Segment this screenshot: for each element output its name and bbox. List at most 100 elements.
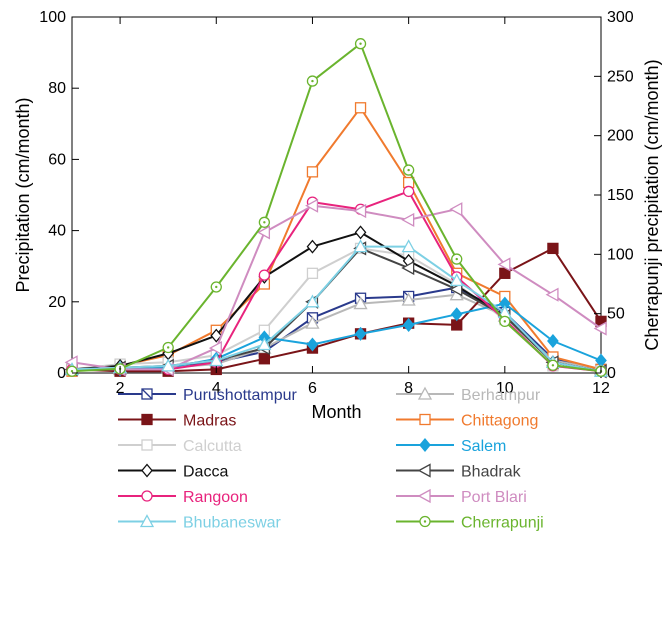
y-tick-label: 60 <box>48 151 66 168</box>
data-point-bhubaneswar <box>257 337 272 351</box>
legend-item-cherrapunji: Cherrapunji <box>396 515 544 532</box>
data-point-madras <box>451 319 463 331</box>
y-right-tick-label: 150 <box>607 187 634 204</box>
data-point-berhampur <box>401 292 416 306</box>
data-point-dacca <box>354 225 367 240</box>
data-point-port-blari <box>208 340 222 356</box>
legend-marker <box>417 488 431 504</box>
legend-item-rangoon: Rangoon <box>118 489 248 506</box>
legend-item-dacca: Dacca <box>118 463 228 481</box>
legend-label: Cherrapunji <box>461 515 544 532</box>
y-tick-label: 0 <box>57 365 66 382</box>
y-tick-label: 40 <box>48 223 66 240</box>
legend-item-salem: Salem <box>396 437 506 455</box>
plot-frame <box>71 16 602 374</box>
data-point-salem <box>547 333 559 348</box>
legend-marker <box>419 515 431 528</box>
data-point-port-blari <box>401 212 415 228</box>
legend-item-bhadrak: Bhadrak <box>396 463 522 481</box>
y-axis-label: Precipitation (cm/month) <box>13 97 33 292</box>
data-point-bhubaneswar <box>209 353 224 367</box>
data-point-cherrapunji <box>162 341 174 354</box>
legend-label: Dacca <box>183 464 228 481</box>
data-point-bhubaneswar <box>161 358 176 372</box>
data-point-calcutta <box>306 267 319 279</box>
data-point-salem <box>450 307 463 322</box>
series-line-chittagong <box>71 106 602 373</box>
data-point-rangoon <box>258 269 271 281</box>
legend-marker <box>141 490 153 502</box>
data-point-dacca <box>306 239 319 254</box>
data-point-port-blari <box>305 198 319 213</box>
data-point-cherrapunji <box>258 216 271 228</box>
series-line-cherrapunji <box>71 42 602 373</box>
data-point-cherrapunji <box>451 253 463 265</box>
data-point-madras <box>547 242 559 255</box>
legend: Purushottampur Berhampur Madras Chittagong C… <box>118 386 544 532</box>
series-line-bhubaneswar <box>71 245 602 373</box>
data-point-bhadrak <box>449 282 463 297</box>
data-point-bhadrak <box>401 260 415 276</box>
data-point-cherrapunji <box>306 75 319 87</box>
x-tick-label: 12 <box>592 380 610 397</box>
legend-marker <box>419 413 431 426</box>
legend-item-purushottampur: Purushottampur <box>118 387 298 404</box>
y-right-tick-label: 100 <box>607 246 634 263</box>
legend-label: Calcutta <box>183 438 242 455</box>
x-tick-label: 6 <box>308 380 317 397</box>
data-point-chittagong <box>306 166 319 178</box>
data-point-port-blari <box>545 287 559 302</box>
y-right-tick-label: 300 <box>607 9 634 26</box>
data-point-berhampur <box>353 296 368 310</box>
y-right-tick-label: 200 <box>607 128 634 145</box>
data-point-rangoon <box>402 185 415 198</box>
legend-item-port-blari: Port Blari <box>396 488 527 506</box>
axes: 2 4 6 8 10 12020406080100050100150200250300Mo… <box>13 9 662 422</box>
data-point-cherrapunji <box>402 164 415 176</box>
data-point-port-blari <box>353 203 367 219</box>
data-point-bhubaneswar <box>353 239 368 253</box>
y-right-tick-label: 0 <box>607 365 616 382</box>
data-point-salem <box>354 326 367 341</box>
legend-marker <box>141 413 153 426</box>
data-point-cherrapunji <box>210 281 222 293</box>
data-point-port-blari <box>497 257 511 272</box>
data-point-cherrapunji <box>354 38 367 50</box>
y-tick-label: 20 <box>48 294 66 311</box>
x-tick-label: 10 <box>496 380 514 397</box>
series-cherrapunji <box>66 38 607 377</box>
legend-item-chittagong: Chittagong <box>396 413 538 430</box>
data-point-bhubaneswar <box>305 294 320 308</box>
data-point-cherrapunji <box>547 359 559 371</box>
data-point-dacca <box>210 328 223 343</box>
data-point-salem <box>402 317 415 332</box>
legend-label: Salem <box>461 438 506 455</box>
data-point-bhubaneswar <box>449 273 464 287</box>
data-point-cherrapunji <box>66 365 78 377</box>
y-right-tick-label: 50 <box>607 306 625 323</box>
legend-label: Rangoon <box>183 489 248 506</box>
series-line-port-blari <box>71 204 602 371</box>
x-axis-label: Month <box>311 402 361 422</box>
y-right-tick-label: 250 <box>607 68 634 85</box>
y-tick-label: 100 <box>39 9 66 26</box>
legend-marker <box>139 514 155 528</box>
x-tick-label: 8 <box>404 380 413 397</box>
data-point-port-blari <box>257 225 271 240</box>
data-point-salem <box>306 337 319 352</box>
data-point-port-blari <box>593 321 607 336</box>
y-tick-label: 80 <box>48 80 66 97</box>
legend-marker <box>141 388 153 400</box>
legend-item-berhampur: Berhampur <box>396 386 541 404</box>
legend-item-madras: Madras <box>118 413 236 430</box>
legend-marker <box>141 439 153 451</box>
legend-marker <box>419 437 431 453</box>
data-point-port-blari <box>449 202 463 217</box>
legend-label: Port Blari <box>461 489 527 506</box>
x-tick-label: 4 <box>212 380 221 397</box>
legend-marker <box>141 463 153 478</box>
data-point-berhampur <box>305 315 320 329</box>
legend-label: Berhampur <box>461 387 541 404</box>
legend-label: Madras <box>183 413 236 430</box>
